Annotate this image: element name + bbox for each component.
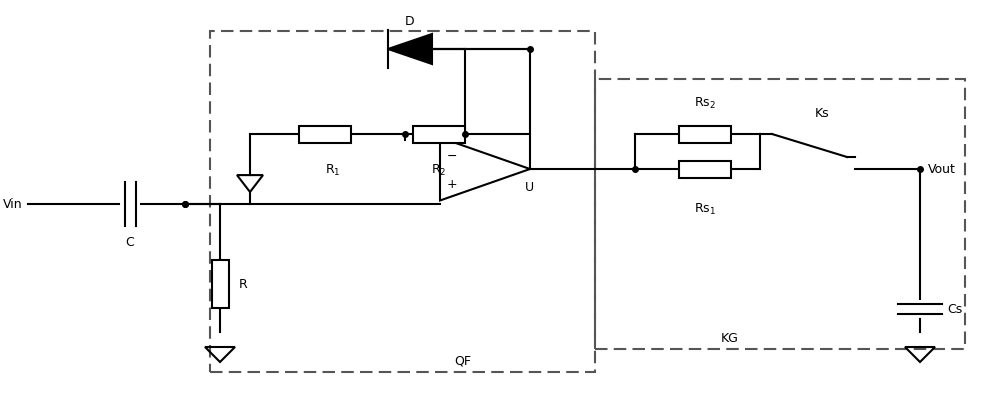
Text: $+$: $+$	[446, 178, 458, 191]
Text: C: C	[126, 236, 134, 249]
Bar	[679, 126, 731, 143]
Text: QF: QF	[454, 354, 471, 367]
Text: Rs$_2$: Rs$_2$	[694, 96, 716, 111]
Bar	[299, 126, 351, 143]
Text: R$_2$: R$_2$	[431, 163, 447, 178]
Text: D: D	[405, 15, 415, 28]
Bar	[413, 126, 465, 143]
Text: Vin: Vin	[3, 198, 23, 211]
Text: Cs: Cs	[947, 303, 962, 316]
Text: Vout: Vout	[928, 163, 956, 176]
Polygon shape	[388, 35, 432, 65]
Text: $-$: $-$	[446, 149, 458, 162]
Text: KG: KG	[721, 331, 739, 344]
Text: R$_1$: R$_1$	[325, 163, 341, 178]
Text: R: R	[239, 278, 248, 291]
Text: Ks: Ks	[815, 107, 830, 120]
Bar	[212, 261, 229, 308]
Text: U: U	[525, 181, 534, 194]
Text: Rs$_1$: Rs$_1$	[694, 202, 716, 217]
Bar	[679, 161, 731, 178]
